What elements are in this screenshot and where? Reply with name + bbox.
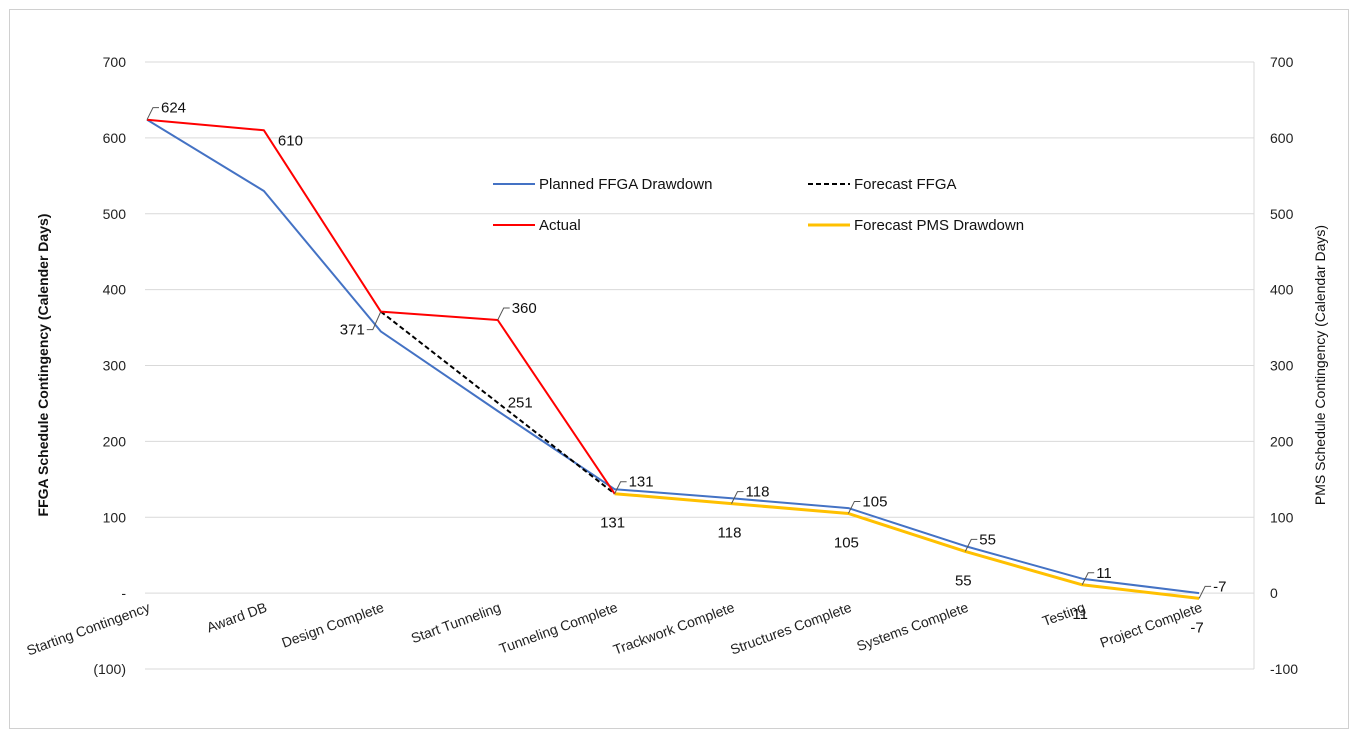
category-label: Tunneling Complete: [497, 599, 620, 657]
label-leader: [964, 538, 978, 552]
data-label: 11: [1096, 565, 1112, 582]
data-label: 55: [955, 572, 972, 589]
series-lines: [146, 118, 1200, 600]
legend-label: Forecast PMS Drawdown: [854, 217, 1024, 234]
data-label: 55: [979, 531, 996, 548]
gridlines: [145, 61, 1255, 670]
category-labels: Starting Contingency Award DB Design Compl…: [24, 599, 1204, 659]
left-tick-label: 200: [103, 433, 127, 449]
left-tick-label: 400: [103, 282, 127, 298]
left-axis-title: FFGA Schedule Contingency (Calender Days…: [35, 214, 51, 517]
category-label: Systems Complete: [854, 599, 970, 654]
label-leader: [146, 107, 159, 120]
label-leader: [1198, 585, 1212, 599]
chart-frame: [9, 9, 1349, 729]
category-label: Design Complete: [279, 599, 386, 651]
label-leader: [366, 311, 382, 331]
category-label: Testing: [1040, 599, 1087, 629]
right-axis-title: PMS Schedule Contingency (Calendar Days): [1312, 225, 1328, 505]
right-tick-label: 300: [1270, 358, 1294, 374]
data-label: 624: [161, 100, 186, 117]
category-label: Trackwork Complete: [611, 599, 737, 658]
series-line: [146, 118, 616, 495]
data-label: 105: [834, 534, 859, 551]
series-line: [146, 118, 1200, 595]
legend-label: Planned FFGA Drawdown: [539, 176, 712, 193]
right-tick-label: 400: [1270, 282, 1294, 298]
legend-label: Forecast FFGA: [854, 176, 957, 193]
data-label: 610: [278, 132, 303, 149]
label-leader: [614, 481, 627, 494]
series-line: [380, 310, 616, 495]
category-label: Structures Complete: [728, 599, 854, 658]
left-tick-label: 600: [103, 130, 127, 146]
category-label: Project Complete: [1098, 599, 1205, 651]
label-leader: [497, 307, 510, 321]
label-leader: [731, 491, 744, 504]
category-label: Start Tunneling: [409, 599, 503, 646]
data-label: 360: [512, 300, 537, 317]
series-line: [614, 492, 1200, 600]
right-tick-label: 600: [1270, 130, 1294, 146]
legend: Planned FFGA Drawdown Forecast FFGA Actual…: [493, 176, 1024, 234]
left-tick-label: -: [121, 585, 126, 601]
data-label: 251: [508, 395, 533, 412]
data-label: 118: [746, 484, 770, 501]
right-tick-label: 100: [1270, 509, 1294, 525]
right-tick-label: 700: [1270, 54, 1294, 70]
label-leader: [847, 500, 861, 514]
legend-label: Actual: [539, 217, 581, 234]
right-axis-ticks: -100 0 100 200 300 400 500 600 700: [1270, 54, 1298, 677]
right-tick-label: 0: [1270, 585, 1278, 601]
left-tick-label: 500: [103, 206, 127, 222]
data-label: -7: [1190, 619, 1203, 636]
category-label: Award DB: [204, 599, 268, 636]
data-labels: 624 610 371 360 251 131 131 118 118 105 105 55 55 11 1…: [146, 100, 1226, 636]
left-tick-label: 100: [103, 509, 127, 525]
left-axis-ticks: (100) - 100 200 300 400 500 600 700: [93, 54, 126, 677]
right-tick-label: 500: [1270, 206, 1294, 222]
data-label: 105: [862, 493, 887, 510]
right-tick-label: 200: [1270, 433, 1294, 449]
data-label: 371: [340, 322, 365, 339]
data-label: 131: [600, 515, 625, 532]
left-tick-label: 300: [103, 358, 127, 374]
label-leader: [1081, 572, 1095, 586]
right-tick-label: -100: [1270, 661, 1298, 677]
data-label: 118: [718, 525, 742, 542]
data-label: 11: [1072, 606, 1088, 623]
data-label: -7: [1213, 578, 1226, 595]
left-tick-label: (100): [93, 661, 126, 677]
category-label: Starting Contingency: [24, 599, 152, 658]
data-label: 131: [629, 474, 654, 491]
left-tick-label: 700: [103, 54, 127, 70]
